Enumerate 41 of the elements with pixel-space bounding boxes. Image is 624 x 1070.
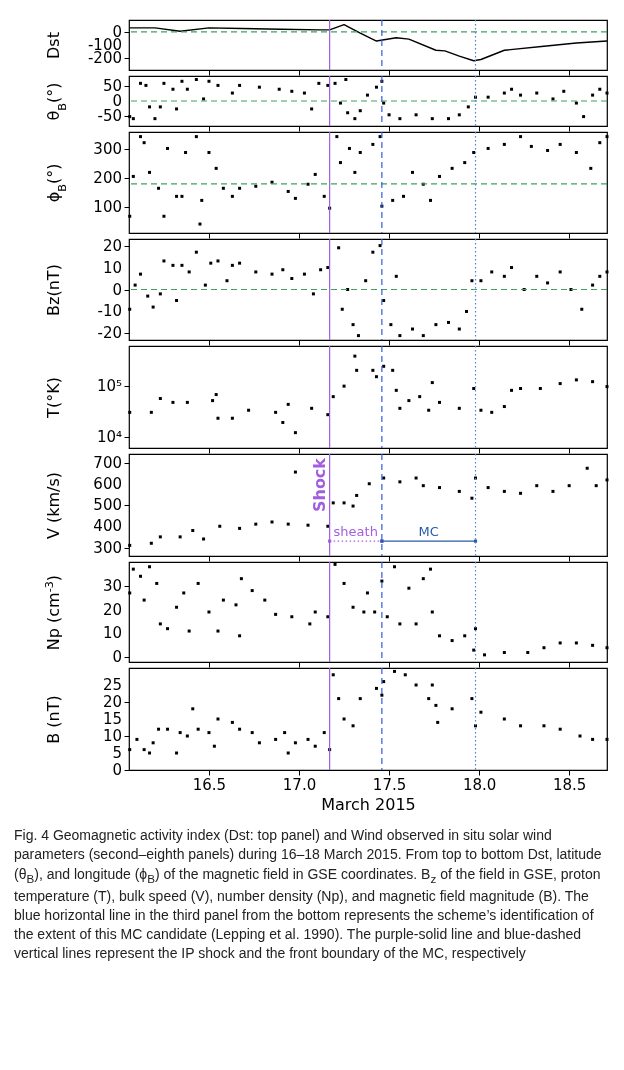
y-tick-label: 10⁵ xyxy=(96,376,122,395)
y-tick-label: 600 xyxy=(93,474,122,493)
y-tick-label: 15 xyxy=(102,710,122,728)
y-tick-label: 300 xyxy=(93,538,122,557)
y-tick-label: 30 xyxy=(102,576,122,595)
y-tick-label: -200 xyxy=(87,49,122,68)
series-label: MC xyxy=(418,524,439,540)
y-tick-label: 100 xyxy=(93,198,122,217)
y-axis-title: B (nT) xyxy=(43,695,63,744)
y-axis-title: T(°K) xyxy=(43,377,63,419)
y-tick-label: 10 xyxy=(102,727,122,745)
y-tick-label: 500 xyxy=(93,496,122,514)
x-tick-label: 16.5 xyxy=(192,775,227,794)
y-axis-title: Bz(nT) xyxy=(43,264,63,316)
y-tick-label: -20 xyxy=(97,324,122,343)
y-tick-label: 20 xyxy=(102,600,122,619)
x-tick-label: 18.5 xyxy=(552,775,587,794)
text: Fig. 4 Geomagnetic activity index (Dst: top panel) and Wind observed in situ solar wind parameters (second–eighth panels) during 16–18 March 2015. From top to bottom Dst, latitude (θ$_{B}$), and longitude (ϕ$_{B}$) of the magnetic field in GSE coordinates. B$_{z}$ of the field in GSE, proton temperature (T), bulk speed (V), number density (Np), and magnetic field magnitude (B). The blue horizontal line in the third panel from the bottom represents the scheme’s identification of the extent of this MC candidate (Lepping et al. 1990). The purple-solid line and blue-dashed vertical lines represent the IP shock and the front boundary of the MC, respectively xyxy=(14,827,602,962)
series-label: sheath xyxy=(333,524,378,540)
y-tick-label: 400 xyxy=(93,517,122,536)
x-tick-label: 18.0 xyxy=(462,775,497,794)
y-tick-label: 5 xyxy=(112,744,122,762)
x-tick-label: 17.5 xyxy=(372,775,407,794)
y-axis-title: Dst xyxy=(43,32,63,59)
y-tick-label: 0 xyxy=(112,280,122,299)
y-tick-label: 20 xyxy=(102,693,122,711)
y-tick-label: 25 xyxy=(102,676,122,694)
y-tick-label: 10⁴ xyxy=(96,427,122,446)
y-tick-label: 300 xyxy=(93,140,122,159)
x-tick-label: 17.0 xyxy=(282,775,317,794)
y-tick-label: 200 xyxy=(93,169,122,188)
y-tick-label: 20 xyxy=(102,236,122,255)
y-tick-label: 10 xyxy=(102,258,122,277)
y-tick-label: 0 xyxy=(112,648,122,667)
x-axis-title: March 2015 xyxy=(321,794,416,814)
y-axis-title: V (km/s) xyxy=(43,471,63,540)
y-tick-label: 10 xyxy=(102,624,122,643)
ref-line-label: Shock xyxy=(309,457,329,513)
y-tick-label: -10 xyxy=(97,302,122,321)
y-tick-label: 700 xyxy=(93,453,122,472)
y-tick-label: 0 xyxy=(112,761,122,779)
